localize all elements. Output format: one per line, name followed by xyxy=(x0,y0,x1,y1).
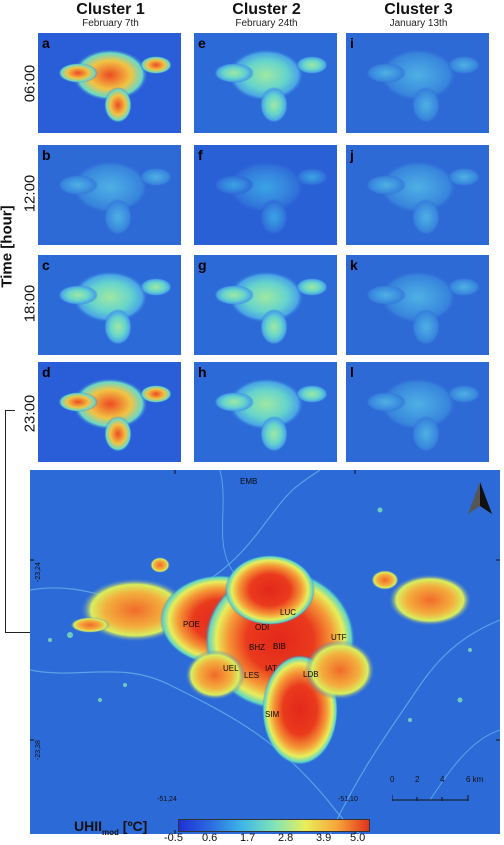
colorbar-tick-5: 5.0 xyxy=(350,832,366,844)
row-label-1200: 12:00 xyxy=(21,174,39,213)
place-label-luc: LUC xyxy=(280,608,297,617)
lat-label-1: -23,24 xyxy=(35,562,42,582)
column-title-cluster-2: Cluster 2 xyxy=(232,1,301,18)
colorbar-title-sub: mod xyxy=(102,827,119,837)
scale-label-6km: 6 km xyxy=(466,775,484,784)
panel-letter-c: c xyxy=(42,257,50,273)
scale-label-0: 0 xyxy=(390,775,395,784)
lon-label-2: -51,10 xyxy=(338,796,358,803)
colorbar-tick-2: 1.7 xyxy=(240,832,256,844)
row-label-0600: 06:00 xyxy=(21,64,39,103)
zoom-bracket-vertical xyxy=(5,410,6,632)
map-panel-a: a xyxy=(38,33,181,133)
place-label-emb: EMB xyxy=(240,477,258,486)
zoom-bracket-bottom xyxy=(5,632,30,633)
colorbar-title: UHIImod [ºC] xyxy=(74,818,147,837)
panel-letter-i: i xyxy=(350,35,354,51)
panel-letter-h: h xyxy=(198,364,207,380)
map-panel-i: i xyxy=(346,33,489,133)
place-label-bhz: BHZ xyxy=(249,643,265,652)
place-label-poe: POE xyxy=(183,620,200,629)
north-arrow-icon xyxy=(468,482,492,514)
place-label-les: LES xyxy=(244,671,260,680)
colorbar-title-unit: [ºC] xyxy=(118,818,148,834)
colorbar-tick-3: 2.8 xyxy=(278,832,294,844)
panel-letter-e: e xyxy=(198,35,206,51)
detail-map: EMB POE LUC ODI BIB BHZ UTF UEL IAT LES … xyxy=(30,470,500,834)
panel-letter-k: k xyxy=(350,257,358,273)
map-panel-b: b xyxy=(38,145,181,245)
colorbar-tick-4: 3.9 xyxy=(316,832,332,844)
column-title-cluster-3: Cluster 3 xyxy=(384,1,453,18)
panel-letter-f: f xyxy=(198,147,203,163)
place-label-utf: UTF xyxy=(331,633,347,642)
map-panel-f: f xyxy=(194,145,337,245)
map-panel-l: l xyxy=(346,362,489,462)
place-label-sim: SIM xyxy=(265,710,280,719)
panel-letter-j: j xyxy=(350,147,354,163)
scale-bar xyxy=(391,788,492,801)
panel-letter-g: g xyxy=(198,257,207,273)
column-date-cluster-1: February 7th xyxy=(82,18,139,29)
scale-label-4: 4 xyxy=(440,775,445,784)
place-label-uel: UEL xyxy=(223,664,239,673)
y-axis-label: Time [hour] xyxy=(0,205,16,288)
place-label-bib: BIB xyxy=(273,642,286,651)
map-panel-g: g xyxy=(194,255,337,355)
row-label-2300: 23:00 xyxy=(21,394,39,433)
colorbar-tick-0: -0.5 xyxy=(164,832,183,844)
column-title-cluster-1: Cluster 1 xyxy=(76,1,145,18)
map-panel-d: d xyxy=(38,362,181,462)
map-panel-k: k xyxy=(346,255,489,355)
map-panel-j: j xyxy=(346,145,489,245)
column-date-cluster-2: February 24th xyxy=(235,18,298,29)
scale-label-2: 2 xyxy=(415,775,420,784)
lon-label-1: -51,24 xyxy=(157,796,177,803)
panel-letter-l: l xyxy=(350,364,354,380)
colorbar-tick-1: 0.6 xyxy=(202,832,218,844)
row-label-1800: 18:00 xyxy=(21,284,39,323)
lat-label-2: -23,38 xyxy=(35,740,42,760)
colorbar-title-main: UHII xyxy=(74,818,102,834)
map-panel-h: h xyxy=(194,362,337,462)
map-panel-c: c xyxy=(38,255,181,355)
colorbar-gradient xyxy=(178,819,370,832)
detail-map-heat-layer xyxy=(30,470,500,834)
map-panel-e: e xyxy=(194,33,337,133)
place-label-odi: ODI xyxy=(255,623,270,632)
panel-letter-a: a xyxy=(42,35,50,51)
panel-letter-d: d xyxy=(42,364,51,380)
zoom-bracket-top xyxy=(5,410,15,411)
column-date-cluster-3: January 13th xyxy=(389,18,448,29)
place-label-iat: IAT xyxy=(265,664,277,673)
panel-letter-b: b xyxy=(42,147,51,163)
place-label-ldb: LDB xyxy=(303,670,319,679)
